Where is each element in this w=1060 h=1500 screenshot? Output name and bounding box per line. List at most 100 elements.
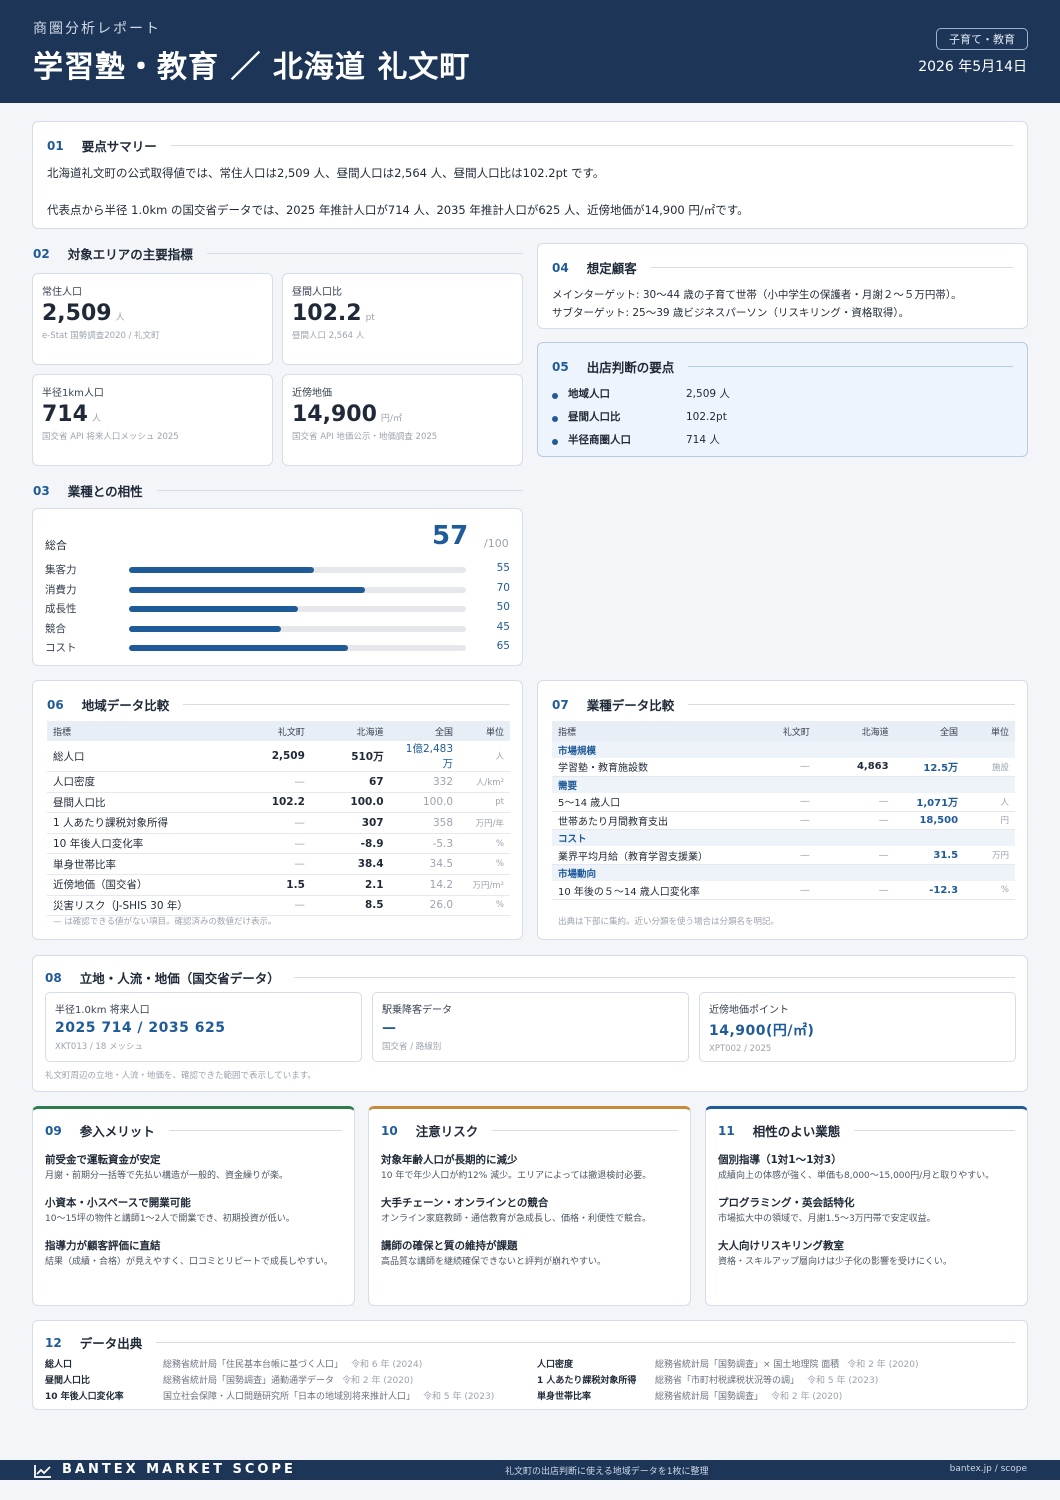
decision-value: 714 人	[686, 434, 720, 446]
point-item: 前受金で運転資金が安定 月謝・前期分一括等で先払い構造が一般的、資金繰りが楽。	[45, 1152, 342, 1183]
table-cell: 人	[459, 741, 510, 772]
score-label: 消費力	[45, 583, 77, 596]
score-track	[129, 645, 466, 652]
source-year: 令和 5 年 (2023)	[807, 1376, 879, 1386]
kpi-value: 102.2 pt	[292, 301, 375, 326]
column-header: 単位	[964, 721, 1015, 741]
card-source: XPT002 / 2025	[709, 1044, 772, 1054]
kpi-daytime-ratio: 昼間人口比 102.2 pt 昼間人口 2,564 人	[282, 273, 523, 365]
card-value: 14,900(円/㎡)	[709, 1023, 815, 1039]
point-heading: 大手チェーン・オンラインとの競合	[381, 1197, 549, 1209]
summary-section: 01 要点サマリー 北海道礼文町の公式取得値では、常住人口は2,509 人、昼間…	[32, 121, 1028, 229]
source-row: 昼間人口比 総務省統計局「国勢調査」通勤通学データ 令和 2 年 (2020)	[45, 1373, 525, 1389]
source-name: 総務省統計局「国勢調査」	[655, 1392, 764, 1402]
divider	[206, 253, 523, 254]
section-title: 業種データ比較	[586, 698, 675, 713]
point-body: オンライン家庭教師・通信教育が急成長し、価格・利便性で競合。	[381, 1214, 652, 1224]
bullet-icon	[552, 415, 558, 422]
kpi-source: 国交省 API 地価公示・地価調査 2025	[292, 432, 438, 442]
kpi-value: 714 人	[42, 402, 101, 427]
table-cell: 26.0	[389, 895, 460, 917]
table-cell: —	[250, 771, 311, 793]
score-value: 45	[496, 620, 510, 633]
point-heading: 指導力が顧客評価に直結	[45, 1240, 161, 1252]
score-track	[129, 567, 466, 573]
source-row: 総人口 総務省統計局「住民基本台帳に基づく人口」 令和 6 年 (2024)	[45, 1357, 525, 1373]
table-row: 単身世帯比率 —38.4 34.5%	[47, 853, 510, 875]
score-row: 消費力 70	[45, 582, 510, 596]
related-list: 個別指導（1対1～1対3） 成績向上の体感が強く、単価も8,000～15,000円…	[718, 1152, 1015, 1269]
summary-paragraph-1: 北海道礼文町の公式取得値では、常住人口は2,509 人、昼間人口は2,564 人…	[47, 166, 605, 180]
kpi-resident-population: 常住人口 2,509 人 e-Stat 国勢調査2020 / 礼文町	[32, 273, 273, 365]
kpi-source: e-Stat 国勢調査2020 / 礼文町	[42, 331, 160, 341]
group-label: 需要	[552, 776, 1015, 794]
source-name: 国立社会保障・人口問題研究所「日本の地域別将来推計人口」	[163, 1392, 416, 1402]
table-cell: 31.5	[894, 846, 965, 865]
table-cell: 昼間人口比	[47, 792, 251, 814]
group-label: 市場規模	[552, 741, 1015, 758]
table-cell: 10 年後人口変化率	[47, 833, 251, 855]
section-title: 対象エリアの主要指標	[67, 247, 193, 262]
point-body: 成績向上の体感が強く、単価も8,000～15,000円/月と取りやすい。	[718, 1171, 995, 1181]
kpi-label: 常住人口	[42, 287, 82, 298]
table-cell: —	[755, 758, 816, 777]
source-name: 総務省統計局「住民基本台帳に基づく人口」	[163, 1360, 344, 1370]
table-cell: 2.1	[310, 874, 390, 896]
divider	[854, 1130, 1015, 1131]
table-row: 1 人あたり課税対象所得 —307 358 万円/年	[47, 812, 510, 834]
location-note: 礼文町周辺の立地・人流・地価を、確認できた範囲で表示しています。	[45, 1071, 316, 1081]
table-cell: 14.2	[389, 874, 460, 896]
table-cell: 単身世帯比率	[47, 853, 251, 875]
divider	[688, 366, 1013, 367]
table-cell: 100.0	[389, 792, 460, 814]
table-cell: —	[250, 833, 311, 855]
divider	[183, 704, 510, 705]
report-date: 2026 年5月14日	[918, 59, 1027, 75]
column-header: 北海道	[310, 721, 390, 741]
table-cell: 307	[310, 812, 390, 834]
section-number: 02	[33, 246, 50, 261]
point-item: 小資本・小スペースで開業可能 10～15坪の物件と講師1～2人で開業でき、初期投資…	[45, 1195, 342, 1226]
table-row: 5～14 歳人口 — —1,071万人	[552, 793, 1015, 812]
table-cell: 災害リスク（J-SHIS 30 年）	[47, 895, 251, 917]
decision-section: 05 出店判断の要点 地域人口 2,509 人昼間人口比 102.2pt 半径商圏人口…	[537, 342, 1028, 457]
kpi-land-price: 近傍地価 14,900 円/㎡ 国交省 API 地価公示・地価調査 2025	[282, 374, 523, 466]
table-row: 10 年後人口変化率 — -8.9 -5.3%	[47, 833, 510, 855]
table-cell: 近傍地価（国交省）	[47, 874, 251, 896]
decision-label: 地域人口	[568, 388, 610, 400]
column-header: 全国	[894, 721, 965, 741]
table-cell: 業界平均月給（教育学習支援業）	[552, 846, 756, 865]
table-cell: pt	[459, 792, 510, 814]
divider	[168, 1130, 342, 1131]
column-header: 北海道	[815, 721, 895, 741]
score-label: 競合	[45, 622, 66, 635]
sources-right: 人口密度 総務省統計局「国勢調査」× 国土地理院 面積 令和 2 年 (2020) 1…	[537, 1357, 1017, 1405]
table-cell: 5～14 歳人口	[552, 793, 756, 812]
source-metric: 単身世帯比率	[537, 1392, 592, 1402]
table-group-row: 市場規模	[552, 741, 1015, 758]
decision-heading: 05 出店判断の要点	[552, 357, 1013, 376]
score-row: 集客力 55	[45, 562, 510, 576]
sources-section: 12 データ出典 総人口 総務省統計局「住民基本台帳に基づく人口」 令和 6 年 (…	[32, 1320, 1028, 1410]
score-label: 集客力	[45, 564, 77, 576]
compat-card: 総合 57 /100 集客力 55 消費力 70 成長性 50 競合 45 コスト 65	[32, 508, 523, 666]
score-value: 55	[496, 562, 510, 574]
report-footer: BANTEX MARKET SCOPE 礼文町の出店判断に使える地域データを1枚…	[0, 1460, 1060, 1480]
source-year: 令和 2 年 (2020)	[342, 1376, 414, 1386]
main-target: メインターゲット: 30～44 歳の子育て世帯（小中学生の保護者・月謝２～５万円…	[552, 289, 962, 301]
section-title: データ出典	[79, 1336, 143, 1351]
column-header: 単位	[459, 721, 510, 741]
region-heading: 06 地域データ比較	[47, 695, 510, 714]
table-cell: 学習塾・教育施設数	[552, 758, 756, 777]
table-cell: 万円	[964, 846, 1015, 865]
section-title: 要点サマリー	[81, 139, 157, 154]
divider	[170, 145, 1013, 146]
card-label: 駅乗降客データ	[382, 1005, 452, 1016]
bullet-icon	[552, 392, 558, 399]
point-heading: 個別指導（1対1～1対3）	[718, 1154, 842, 1166]
score-row: コスト 65	[45, 640, 510, 654]
location-heading: 08 立地・人流・地価（国交省データ）	[45, 968, 1015, 987]
score-fill	[129, 625, 281, 632]
summary-heading: 01 要点サマリー	[47, 136, 1013, 155]
kpi-label: 近傍地価	[292, 388, 332, 399]
